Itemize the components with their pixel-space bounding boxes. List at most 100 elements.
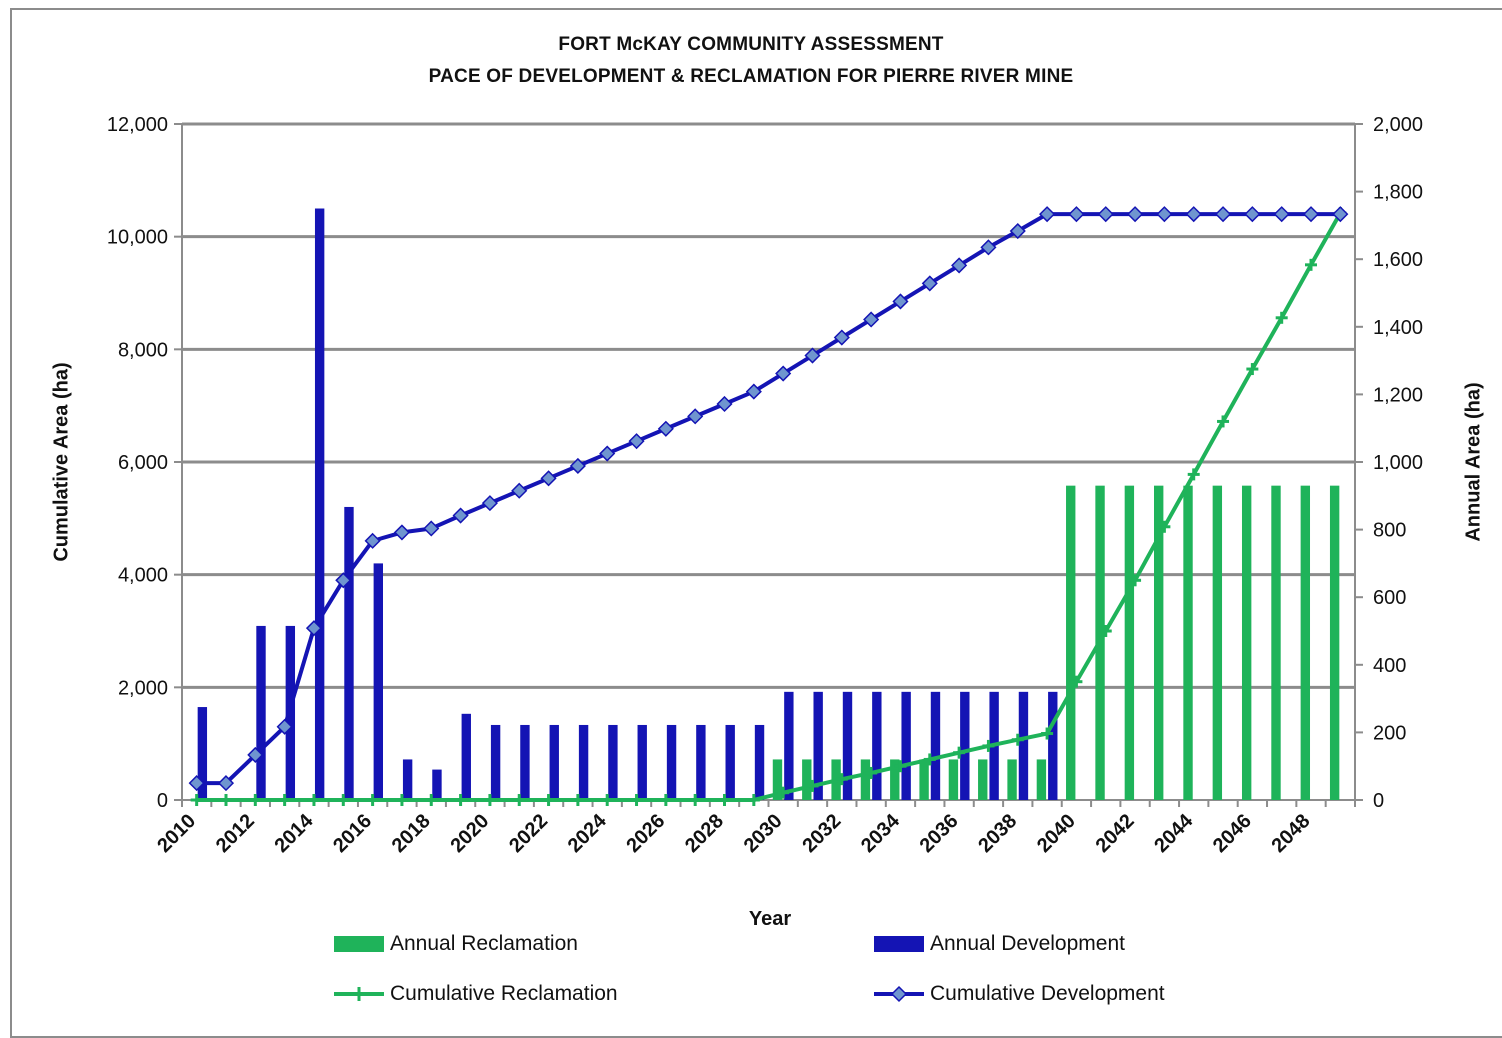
x-tick-label: 2020 [446,810,493,857]
bar-annual-development [608,724,618,800]
point-cumulative-reclamation [835,773,848,786]
y-right-tick-label: 1,400 [1373,317,1423,339]
point-cumulative-reclamation [307,794,320,806]
legend-cumulative-development: Cumulative Development [874,982,1165,1006]
point-cumulative-reclamation [689,794,702,806]
bar-annual-reclamation [1183,485,1193,800]
point-cumulative-development [1009,222,1026,240]
point-cumulative-development [1068,206,1085,223]
y-left-tick-label: 12,000 [107,114,168,136]
bar-annual-development [1018,691,1029,800]
point-cumulative-development [188,775,205,792]
bar-annual-reclamation [1036,759,1047,800]
point-cumulative-reclamation [483,794,496,806]
y-right-tick-label: 1,600 [1373,249,1423,271]
legend-label-annual-development: Annual Development [930,932,1125,955]
x-tick-label: 2040 [1033,810,1080,857]
bar-annual-development [813,691,823,800]
legend-annual-development: Annual Development [874,932,1125,956]
point-cumulative-reclamation [1041,727,1054,740]
bar-annual-development [842,691,853,800]
x-tick-label: 2014 [270,809,318,857]
y-left-tick-label: 6,000 [118,452,168,474]
y-right-tick-label: 200 [1373,722,1406,744]
point-cumulative-reclamation [630,794,643,806]
legend-label-annual-reclamation: Annual Reclamation [390,932,578,955]
point-cumulative-reclamation [953,746,966,759]
point-cumulative-reclamation [1275,311,1288,324]
point-cumulative-development [599,445,616,462]
bar-annual-development [754,724,765,800]
bar-annual-development [872,691,882,800]
legend-swatch-cumulative-reclamation [334,987,384,1001]
point-cumulative-reclamation [1129,574,1142,587]
x-tick-label: 2048 [1268,810,1315,857]
point-cumulative-reclamation [1099,625,1112,637]
point-cumulative-reclamation [249,794,262,806]
bar-annual-reclamation [978,759,988,800]
point-cumulative-development [540,470,557,487]
point-cumulative-development [1039,206,1056,223]
y-left-tick-label: 10,000 [107,227,168,249]
point-cumulative-development [276,718,293,735]
bar-annual-reclamation [890,759,900,800]
point-cumulative-reclamation [219,794,232,806]
point-cumulative-reclamation [278,794,291,806]
point-cumulative-reclamation [1158,520,1171,533]
bar-annual-development [402,759,413,800]
legend-annual-reclamation: Annual Reclamation [334,932,578,956]
point-cumulative-development [892,293,909,310]
y-left-tick-label: 2,000 [118,677,168,699]
x-tick-label: 2010 [153,810,200,857]
bar-annual-development [578,724,589,800]
x-tick-label: 2042 [1092,810,1139,857]
legend-swatch-cumulative-development [874,985,924,1003]
bar-annual-reclamation [772,759,783,800]
bar-annual-reclamation [1271,485,1281,800]
point-cumulative-reclamation [190,794,203,806]
x-tick-label: 2018 [388,810,435,857]
x-tick-label: 2012 [212,810,259,857]
point-cumulative-reclamation [777,786,790,799]
point-cumulative-development [775,365,792,382]
point-cumulative-development [1156,206,1173,223]
bar-annual-development [461,713,471,800]
line-cumulative-reclamation [196,212,1343,802]
bar-annual-reclamation [1124,485,1135,800]
bar-annual-development [197,707,208,800]
bar-annual-development [432,769,442,800]
point-cumulative-development [364,532,381,549]
line-cumulative-development [196,212,1341,786]
y-right-tick-label: 1,200 [1373,384,1423,406]
bar-annual-development [520,724,530,800]
point-cumulative-development [1244,206,1261,223]
point-cumulative-development [951,257,968,274]
point-cumulative-development [833,329,850,346]
x-tick-label: 2032 [798,810,845,857]
x-tick-label: 2030 [740,810,787,857]
bar-annual-development [930,691,941,800]
point-cumulative-development [745,383,762,400]
point-cumulative-reclamation [718,794,731,806]
point-cumulative-development [452,507,469,524]
x-tick-label: 2022 [505,810,552,857]
bar-annual-development [549,724,559,800]
bar-annual-development [901,691,911,800]
point-cumulative-reclamation [659,794,672,806]
bar-annual-reclamation [1241,485,1252,800]
x-tick-label: 2044 [1150,809,1198,857]
x-tick-label: 2026 [622,810,669,857]
point-cumulative-development [687,408,704,425]
bar-annual-development [696,724,706,800]
bar-annual-development [666,724,677,800]
point-cumulative-development [1214,206,1232,223]
point-cumulative-development [1185,206,1202,223]
point-cumulative-development [217,775,235,792]
point-cumulative-reclamation [982,739,995,752]
y-left-tick-label: 4,000 [118,565,168,587]
x-axis-label: Year [748,908,792,930]
bar-annual-reclamation [948,759,959,800]
bar-annual-reclamation [919,759,929,800]
point-cumulative-development [863,311,880,328]
